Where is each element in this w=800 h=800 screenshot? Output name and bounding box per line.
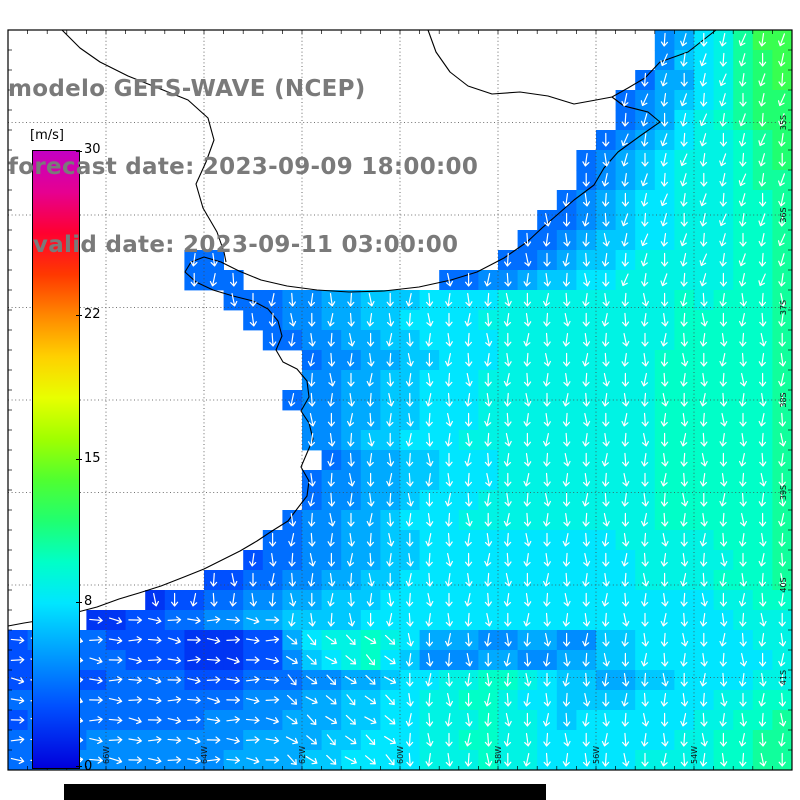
- lat-axis-label: 41S: [779, 670, 788, 685]
- lat-axis-label: 35S: [779, 115, 788, 130]
- colorbar-tick-mark: [76, 602, 82, 604]
- lat-axis-label: 36S: [779, 207, 788, 222]
- inland-contour-2: [427, 29, 613, 105]
- lon-axis-label: 56W: [592, 746, 601, 764]
- colorbar-tick-label: 0: [84, 759, 93, 774]
- lon-axis-label: 62W: [298, 746, 307, 764]
- lon-axis-label: 64W: [200, 746, 209, 764]
- lon-axis-label: 66W: [102, 746, 111, 764]
- axis-labels: 66W 64W 62W 60W 58W 56W 54W 35S 36S 37S 38S 39S 40S 4…: [102, 115, 788, 764]
- forecast-date: forecast date: 2023-09-09 18:00:00: [8, 154, 479, 180]
- colorbar-tick-label: 8: [84, 594, 93, 610]
- colorbar-tick-label: 22: [84, 306, 101, 322]
- colorbar-tick-label: 30: [84, 142, 101, 157]
- colorbar-tick-mark: [76, 766, 82, 767]
- bottom-bar: [64, 784, 546, 800]
- colorbar-tick-mark: [76, 151, 82, 152]
- lat-axis-label: 40S: [779, 577, 788, 592]
- inland-contour-1: [61, 29, 227, 263]
- model-name: modelo GEFS-WAVE (NCEP): [8, 76, 366, 102]
- graticule: [8, 30, 792, 770]
- lon-axis-label: 58W: [494, 746, 503, 764]
- colorbar-unit-label: [m/s]: [30, 128, 64, 143]
- map-frame: [7, 29, 793, 771]
- lon-axis-label: 60W: [396, 746, 405, 764]
- colorbar-tick-mark: [76, 458, 82, 460]
- colorbar: [32, 150, 80, 769]
- wind-arrows: [10, 32, 787, 767]
- colorbar-tick-label: 15: [84, 450, 101, 466]
- lat-axis-label: 38S: [779, 392, 788, 407]
- colorbar-tick-mark: [76, 314, 82, 316]
- lat-axis-label: 39S: [779, 485, 788, 500]
- lat-axis-label: 37S: [779, 300, 788, 315]
- lon-axis-label: 54W: [690, 746, 699, 764]
- map-title-block: modelo GEFS-WAVE (NCEP) forecast date: 2…: [8, 24, 478, 284]
- valid-date: valid date: 2023-09-11 03:00:00: [8, 232, 459, 258]
